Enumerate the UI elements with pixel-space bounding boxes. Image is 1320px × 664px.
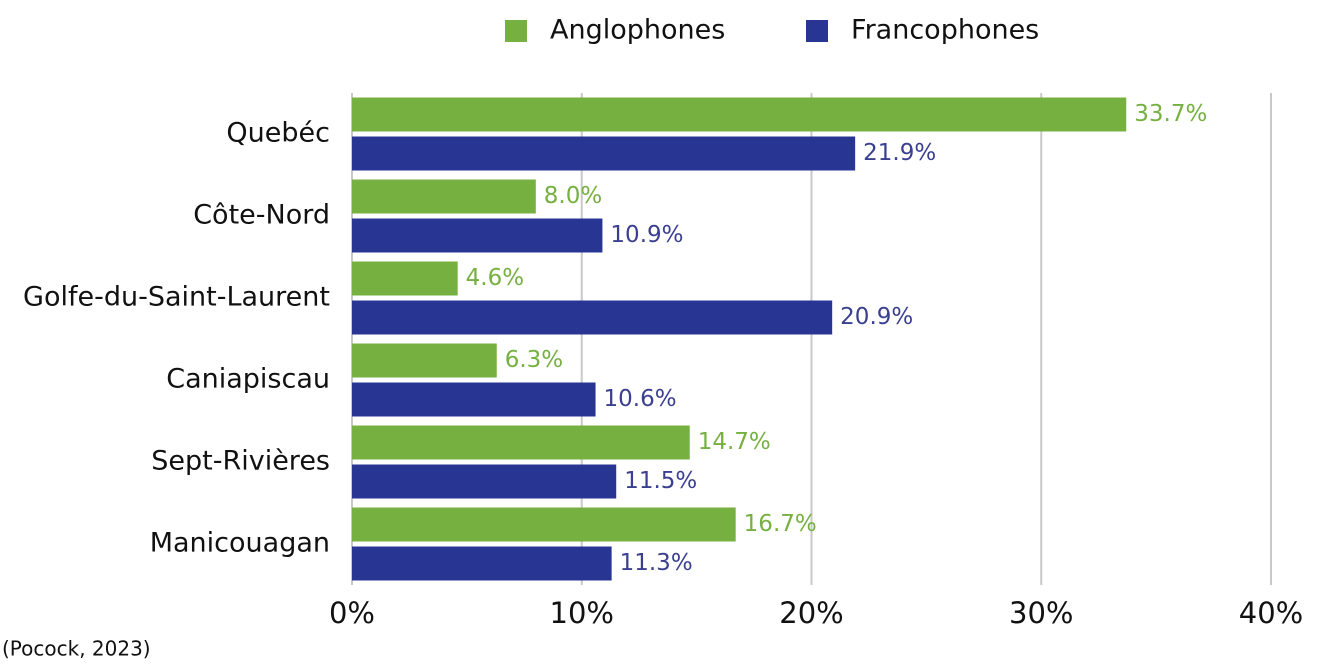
data-label: 6.3%	[505, 347, 563, 373]
bar	[352, 300, 833, 335]
x-tick-label: 30%	[1009, 596, 1073, 630]
y-tick-label: Manicouagan	[150, 528, 330, 559]
y-tick-label: Côte-Nord	[193, 200, 330, 231]
x-tick-label: 20%	[779, 596, 843, 630]
data-label: 14.7%	[698, 429, 771, 455]
y-tick-label: Golfe-du-Saint-Laurent	[23, 282, 330, 313]
y-tick-label: Caniapiscau	[166, 364, 330, 395]
source: (Pocock, 2023)	[2, 637, 151, 661]
data-label: 8.0%	[544, 183, 602, 209]
data-label: 33.7%	[1134, 101, 1207, 127]
y-tick-label: Sept-Rivières	[151, 446, 330, 477]
data-label: 10.9%	[610, 222, 683, 248]
x-tick-label: 40%	[1239, 596, 1303, 630]
bar	[352, 464, 617, 499]
legend-label: Francophones	[851, 15, 1039, 46]
data-label: 20.9%	[840, 304, 913, 330]
bar	[352, 382, 596, 417]
y-tick-label: Quebéc	[226, 118, 330, 149]
bar	[352, 179, 536, 214]
data-label: 16.7%	[744, 511, 817, 537]
bar	[352, 136, 856, 171]
data-label: 10.6%	[604, 386, 677, 412]
bar	[352, 425, 690, 460]
data-label: 11.5%	[624, 468, 697, 494]
bar	[352, 261, 458, 296]
x-tick-label: 10%	[550, 596, 614, 630]
legend-label: Anglophones	[550, 15, 725, 46]
bar	[352, 546, 612, 581]
bar	[352, 343, 497, 378]
data-label: 21.9%	[863, 140, 936, 166]
data-label: 4.6%	[466, 265, 524, 291]
bar	[352, 507, 736, 542]
data-label: 11.3%	[620, 550, 693, 576]
legend-swatch	[806, 20, 828, 42]
bar	[352, 218, 603, 253]
x-tick-label: 0%	[329, 596, 375, 630]
legend-swatch	[505, 20, 527, 42]
bar	[352, 97, 1127, 132]
